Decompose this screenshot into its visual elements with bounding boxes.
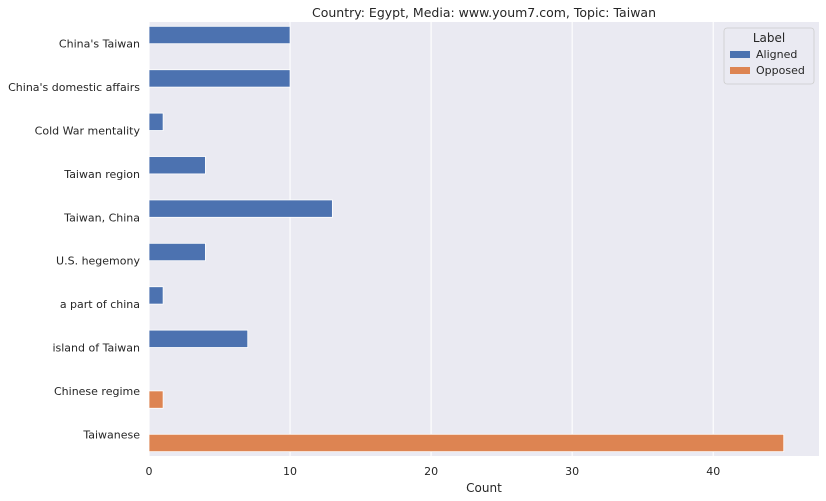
legend[interactable]: Label Aligned Opposed bbox=[723, 27, 815, 85]
x-tick-label: 10 bbox=[283, 465, 297, 478]
grid-lines bbox=[148, 22, 714, 456]
bar-opposed bbox=[148, 390, 164, 409]
y-tick-label: China's domestic affairs bbox=[8, 81, 140, 94]
y-tick-label: a part of china bbox=[60, 298, 140, 311]
y-tick-label: Cold War mentality bbox=[35, 125, 141, 138]
y-tick-label: island of Taiwan bbox=[52, 342, 140, 355]
y-tick-label: Taiwanese bbox=[82, 428, 140, 441]
x-tick-label: 30 bbox=[565, 465, 579, 478]
bar-aligned bbox=[148, 25, 291, 45]
x-tick-labels: 0 10 20 30 40 bbox=[146, 465, 721, 478]
bar-aligned bbox=[148, 286, 164, 305]
x-tick-label: 20 bbox=[424, 465, 438, 478]
bar-aligned bbox=[148, 199, 333, 218]
bar-aligned bbox=[148, 329, 249, 348]
y-tick-label: Taiwan, China bbox=[63, 211, 140, 224]
legend-swatch-aligned bbox=[730, 51, 750, 58]
y-tick-label: China's Taiwan bbox=[59, 38, 140, 51]
y-tick-label: Taiwan region bbox=[63, 168, 140, 181]
x-axis-label: Count bbox=[466, 481, 502, 495]
bar-opposed bbox=[148, 433, 785, 453]
legend-entries: Aligned Opposed bbox=[730, 48, 805, 77]
bar-aligned bbox=[148, 242, 206, 262]
x-tick-label: 40 bbox=[706, 465, 720, 478]
plot-background bbox=[149, 22, 819, 456]
legend-title: Label bbox=[753, 31, 785, 45]
y-tick-label: Chinese regime bbox=[54, 385, 140, 398]
y-tick-labels: China's Taiwan China's domestic affairs Co… bbox=[8, 38, 140, 442]
legend-label-aligned: Aligned bbox=[756, 48, 797, 61]
legend-label-opposed: Opposed bbox=[756, 64, 805, 77]
bars bbox=[148, 25, 785, 453]
bar-aligned bbox=[148, 112, 164, 131]
x-tick-label: 0 bbox=[146, 465, 153, 478]
bar-aligned bbox=[148, 69, 291, 88]
legend-swatch-opposed bbox=[730, 67, 750, 74]
chart-title: Country: Egypt, Media: www.youm7.com, To… bbox=[312, 5, 656, 20]
bar-aligned bbox=[148, 156, 206, 175]
y-tick-label: U.S. hegemony bbox=[56, 255, 140, 268]
